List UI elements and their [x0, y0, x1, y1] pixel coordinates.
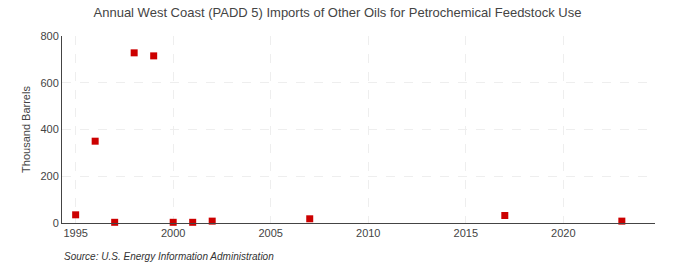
svg-text:400: 400 — [40, 123, 58, 135]
svg-text:2005: 2005 — [258, 227, 282, 239]
svg-text:Source: U.S. Energy Informatio: Source: U.S. Energy Information Administ… — [64, 251, 274, 262]
svg-text:0: 0 — [53, 217, 59, 229]
svg-text:Thousand Barrels: Thousand Barrels — [20, 86, 32, 173]
svg-text:800: 800 — [40, 30, 58, 42]
svg-text:2020: 2020 — [551, 227, 575, 239]
svg-text:600: 600 — [40, 77, 58, 89]
svg-text:2010: 2010 — [356, 227, 380, 239]
svg-text:2000: 2000 — [161, 227, 185, 239]
svg-text:2015: 2015 — [454, 227, 478, 239]
svg-text:1995: 1995 — [63, 227, 87, 239]
svg-text:200: 200 — [40, 170, 58, 182]
svg-text:Annual West Coast (PADD 5) Imp: Annual West Coast (PADD 5) Imports of Ot… — [94, 5, 582, 20]
